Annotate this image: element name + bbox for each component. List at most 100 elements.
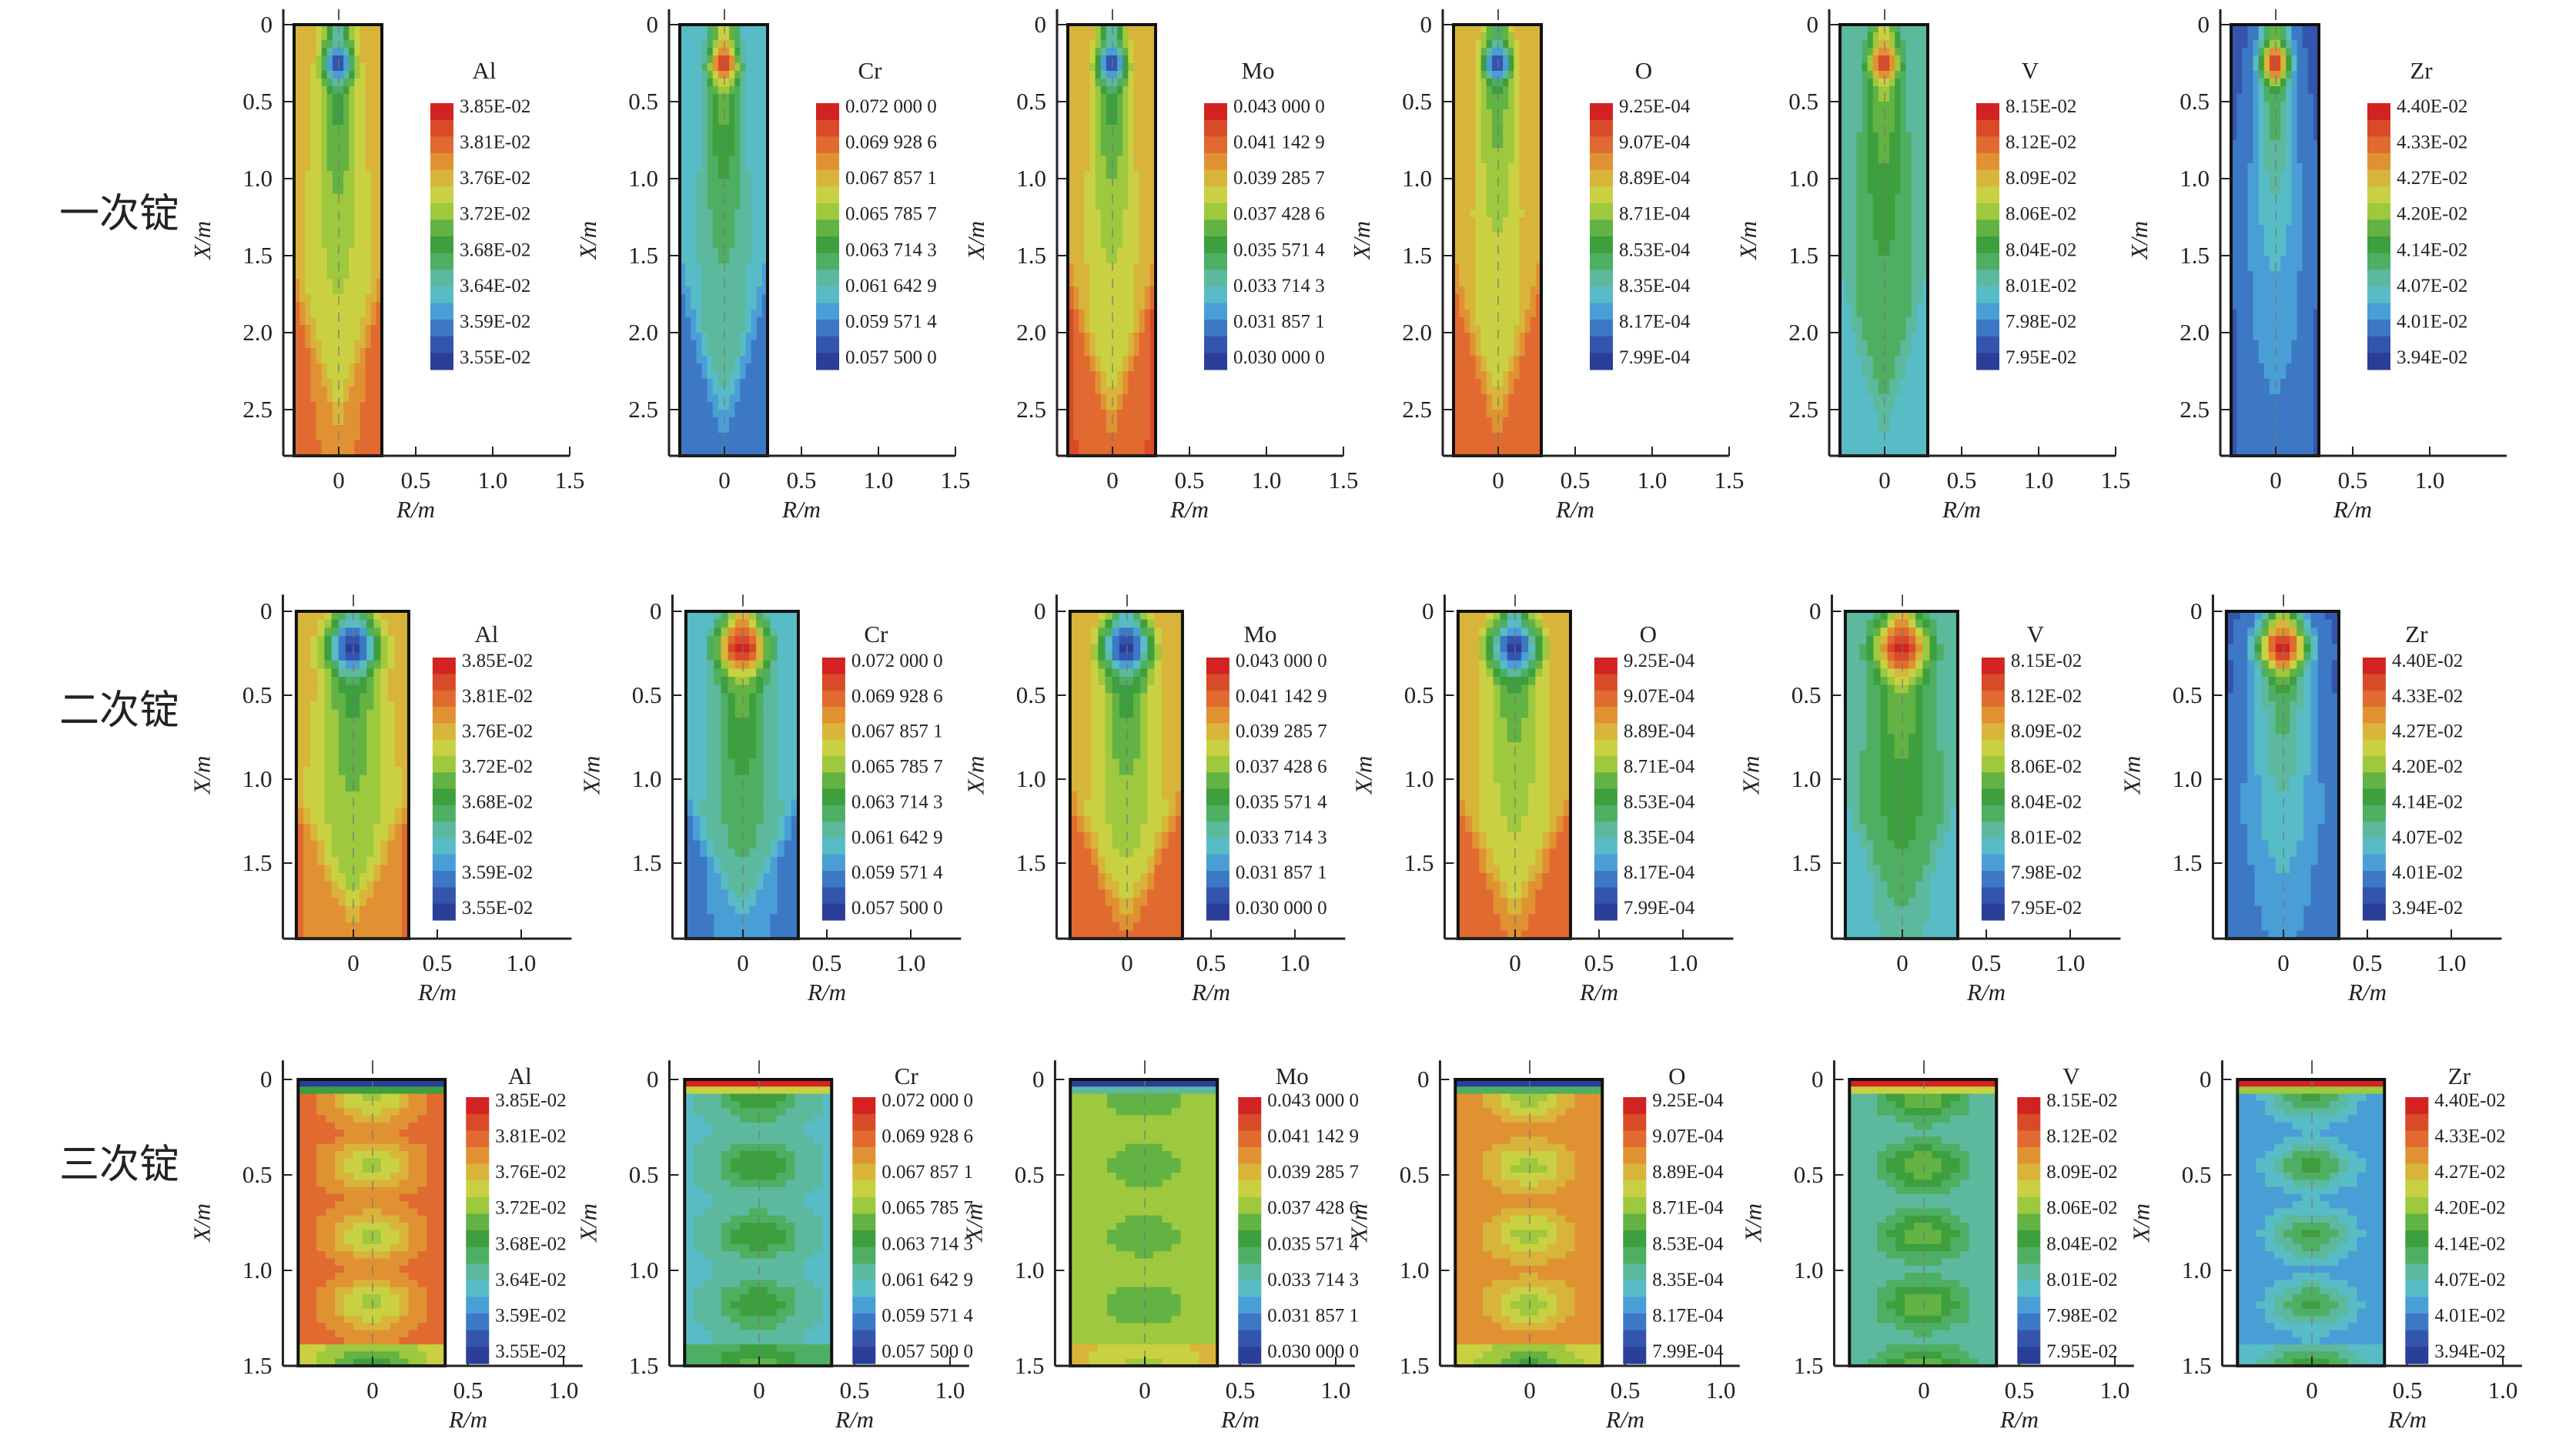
contour-cell (1872, 448, 1879, 457)
y-tick-label: 2.5 (1016, 396, 1046, 423)
contour-cell (1480, 186, 1487, 195)
contour-cell (365, 163, 372, 172)
contour-cell (1889, 225, 1896, 233)
contour-cell (1480, 387, 1487, 395)
contour-cell (734, 371, 741, 380)
contour-cell (332, 302, 339, 310)
contour-cell (696, 394, 703, 403)
contour-cell (1491, 302, 1498, 310)
contour-cell (718, 132, 724, 141)
contour-cell (376, 40, 383, 49)
contour-cell (370, 109, 377, 118)
contour-cell (1916, 425, 1923, 433)
contour-cell (1470, 186, 1477, 195)
contour-cell (701, 417, 708, 426)
contour-cell (1535, 240, 1542, 249)
contour-cell (1106, 340, 1112, 349)
contour-cell (2302, 117, 2309, 125)
contour-cell (360, 156, 366, 164)
contour-cell (1845, 148, 1852, 156)
contour-cell (1535, 425, 1542, 433)
contour-cell (1459, 425, 1466, 433)
contour-cell (294, 387, 300, 395)
contour-cell (1122, 217, 1129, 226)
contour-cell (1922, 148, 1929, 156)
contour-cell (751, 248, 758, 256)
contour-cell (376, 440, 383, 449)
contour-cell (1840, 402, 1846, 410)
contour-cell (1084, 333, 1091, 341)
contour-cell (1862, 340, 1868, 349)
contour-cell (751, 63, 758, 72)
contour-cell (305, 448, 312, 457)
contour-cell (1084, 286, 1091, 295)
contour-cell (316, 387, 323, 395)
contour-cell (691, 279, 698, 287)
contour-cell (338, 94, 344, 102)
contour-cell (740, 448, 747, 457)
contour-cell (751, 171, 758, 179)
contour-cell (1459, 194, 1466, 202)
contour-cell (376, 32, 383, 41)
contour-cell (756, 55, 763, 64)
contour-cell (729, 140, 736, 149)
contour-cell (1922, 233, 1929, 241)
contour-cell (1117, 79, 1124, 87)
contour-cell (1530, 40, 1537, 49)
contour-cell (729, 148, 736, 156)
contour-cell (718, 279, 724, 287)
contour-cell (1856, 279, 1863, 287)
contour-cell (332, 109, 339, 118)
contour-cell (1106, 40, 1112, 49)
contour-cell (740, 233, 747, 241)
contour-cell (2286, 117, 2293, 125)
contour-cell (1117, 340, 1124, 349)
contour-cell (349, 340, 356, 349)
contour-cell (1508, 25, 1515, 33)
contour-cell (1840, 233, 1846, 241)
contour-cell (691, 333, 698, 341)
legend-swatch (1976, 219, 1999, 237)
contour-cell (696, 310, 703, 318)
contour-cell (1508, 394, 1515, 403)
contour-cell (1905, 340, 1912, 349)
contour-cell (349, 179, 356, 187)
contour-cell (1464, 132, 1471, 141)
contour-cell (294, 433, 300, 441)
contour-cell (1889, 48, 1896, 56)
contour-cell (1508, 186, 1515, 195)
contour-cell (338, 140, 344, 149)
contour-cell (1889, 263, 1896, 272)
contour-cell (1524, 217, 1531, 226)
contour-cell (2307, 79, 2314, 87)
contour-cell (376, 148, 383, 156)
contour-cell (1068, 48, 1074, 56)
contour-cell (305, 132, 312, 141)
contour-cell (1916, 140, 1923, 149)
contour-cell (685, 379, 692, 387)
contour-cell (1916, 109, 1923, 118)
x-tick-label: 1.0 (864, 467, 894, 494)
contour-cell (1922, 202, 1929, 210)
contour-cell (1084, 102, 1091, 110)
contour-cell (1530, 109, 1537, 118)
contour-cell (685, 448, 692, 457)
contour-cell (294, 40, 300, 49)
contour-cell (1464, 402, 1471, 410)
contour-cell (1073, 79, 1080, 87)
contour-cell (1905, 109, 1912, 118)
contour-cell (1122, 125, 1129, 133)
x-axis-label: R/m (396, 496, 435, 523)
contour-cell (734, 48, 741, 56)
contour-cell (745, 417, 752, 426)
contour-cell (1840, 186, 1846, 195)
contour-cell (1139, 40, 1146, 49)
contour-cell (1916, 240, 1923, 249)
contour-cell (1139, 302, 1146, 310)
contour-cell (370, 363, 377, 372)
contour-cell (1519, 310, 1526, 318)
y-tick-label: 2.5 (628, 396, 658, 423)
contour-cell (1100, 263, 1107, 272)
contour-cell (1872, 156, 1879, 164)
contour-cell (1856, 140, 1863, 149)
